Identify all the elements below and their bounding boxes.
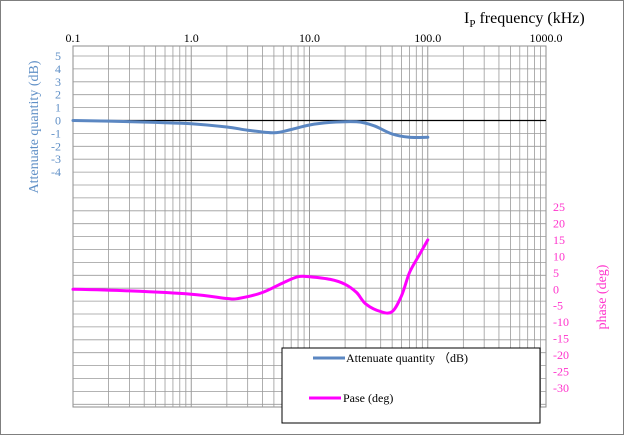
right-tick-label: 20 (553, 216, 565, 230)
left-tick-label: 3 (55, 75, 61, 89)
left-tick-label: 5 (55, 49, 61, 63)
left-tick-label: 4 (55, 62, 61, 76)
legend: Attenuate quantity （dB) Pase (deg) (281, 347, 541, 424)
right-tick-label: -10 (553, 315, 569, 329)
x-tick-label: 0.1 (66, 31, 81, 45)
x-tick-label: 1.0 (184, 31, 199, 45)
right-tick-label: 5 (553, 266, 559, 280)
left-tick-label: -3 (51, 152, 61, 166)
right-tick-label: 15 (553, 233, 565, 247)
x-tick-label: 100.0 (414, 31, 441, 45)
left-tick-label: -1 (51, 126, 61, 140)
right-tick-label: -20 (553, 348, 569, 362)
grid-layer (72, 45, 547, 408)
x-axis-title-sub: P (469, 18, 475, 30)
x-tick-label: 1000.0 (530, 31, 563, 45)
right-tick-label: 25 (553, 200, 565, 214)
series-line-attenuate (71, 119, 430, 140)
right-tick-label: -15 (553, 332, 569, 346)
right-tick-label: 10 (553, 249, 565, 263)
right-tick-label: -30 (553, 381, 569, 395)
left-tick-label: 2 (55, 88, 61, 102)
x-axis-title-main: I (464, 10, 469, 27)
left-tick-label: 1 (55, 101, 61, 115)
right-tick-label: -25 (553, 365, 569, 379)
legend-label-attenuate: Attenuate quantity （dB) (346, 351, 468, 365)
left-tick-label: -2 (51, 139, 61, 153)
x-axis-title: IP frequency (kHz) (464, 10, 585, 30)
legend-box (281, 347, 541, 424)
left-tick-label: -4 (51, 165, 61, 179)
right-tick-label: -5 (553, 299, 563, 313)
left-axis-title: Attenuate quantity (dB) (27, 60, 42, 193)
series-line-phase (71, 238, 430, 315)
series-layer (71, 119, 430, 315)
left-tick-label: 0 (55, 114, 61, 128)
axes-layer: 0.1 1.0 10.0 100.0 1000.0543210-1-2-3-425201… (51, 31, 569, 395)
x-tick-label: 10.0 (299, 31, 320, 45)
legend-label-phase: Pase (deg) (343, 391, 393, 405)
right-tick-label: 0 (553, 282, 559, 296)
x-axis-title-rest: frequency (kHz) (475, 10, 584, 27)
right-axis-title: phase (deg) (595, 264, 610, 329)
